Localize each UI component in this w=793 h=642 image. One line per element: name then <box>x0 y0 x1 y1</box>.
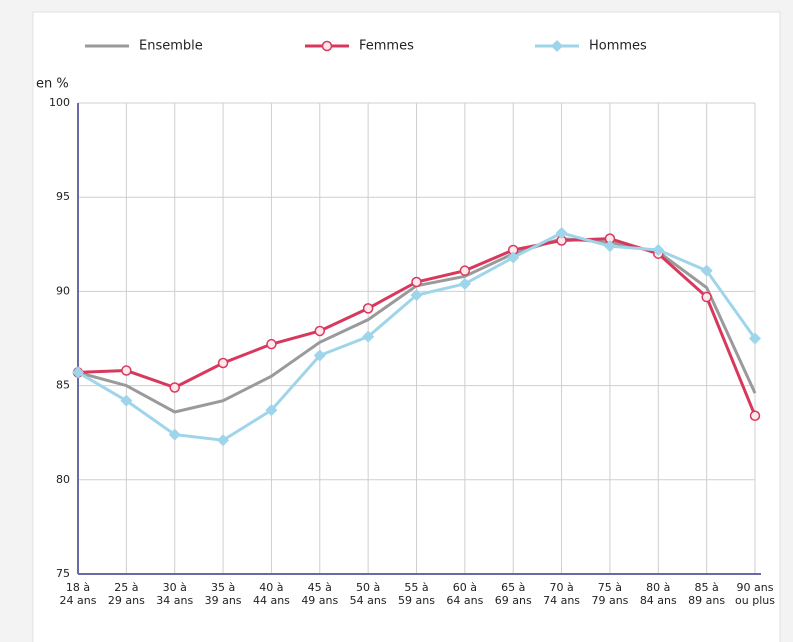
x-tick-line: ou plus <box>735 594 775 607</box>
marker <box>555 226 568 239</box>
x-tick-label: 30 à 34 ans <box>156 581 193 607</box>
x-tick-line: 70 à <box>549 581 573 594</box>
x-tick-line: 30 à <box>163 581 187 594</box>
legend-label: Hommes <box>589 39 647 54</box>
x-tick-line: 54 ans <box>350 594 387 607</box>
y-tick-label: 80 <box>56 473 70 486</box>
x-tick-line: 40 à <box>259 581 283 594</box>
x-tick-label: 18 à 24 ans <box>60 581 97 607</box>
marker <box>652 243 665 256</box>
marker <box>362 303 374 314</box>
legend-label: Femmes <box>359 39 414 54</box>
x-tick-label: 60 à 64 ans <box>446 581 483 607</box>
x-tick-label: 65 à 69 ans <box>495 581 532 607</box>
x-tick-label: 80 à 84 ans <box>640 581 677 607</box>
marker <box>314 325 326 337</box>
marker <box>169 382 180 393</box>
marker <box>749 332 761 345</box>
marker <box>168 428 181 441</box>
marker <box>700 264 713 277</box>
x-tick-line: 65 à <box>501 581 525 594</box>
x-tick-line: 69 ans <box>495 594 532 607</box>
marker <box>551 40 563 52</box>
x-tick-label: 45 à 49 ans <box>301 581 338 607</box>
y-tick-label: 100 <box>49 96 70 109</box>
marker <box>120 394 133 407</box>
x-tick-line: 44 ans <box>253 594 290 607</box>
x-tick-label: 70 à 74 ans <box>543 581 580 607</box>
x-tick-line: 64 ans <box>446 594 483 607</box>
x-tick-line: 25 à <box>114 581 138 594</box>
x-tick-label: 85 à 89 ans <box>688 581 725 607</box>
x-tick-label: 35 à 39 ans <box>205 581 242 607</box>
x-tick-line: 49 ans <box>301 594 338 607</box>
marker <box>603 240 616 253</box>
x-tick-line: 89 ans <box>688 594 725 607</box>
x-tick-line: 80 à <box>646 581 670 594</box>
marker <box>410 289 423 302</box>
x-tick-line: 45 à <box>308 581 332 594</box>
x-tick-line: 39 ans <box>205 594 242 607</box>
marker <box>321 40 333 52</box>
x-tick-line: 24 ans <box>60 594 97 607</box>
x-tick-label: 25 à 29 ans <box>108 581 145 607</box>
x-tick-line: 79 ans <box>591 594 628 607</box>
x-tick-line: 50 à <box>356 581 380 594</box>
marker <box>749 410 761 421</box>
chart-frame <box>32 11 781 642</box>
x-tick-label: 40 à 44 ans <box>253 581 290 607</box>
x-tick-line: 85 à <box>695 581 719 594</box>
marker <box>266 338 277 350</box>
x-tick-label: 75 à 79 ans <box>591 581 628 607</box>
marker <box>121 365 132 376</box>
x-tick-line: 34 ans <box>156 594 193 607</box>
x-tick-line: 90 ans <box>737 581 774 594</box>
x-tick-line: 29 ans <box>108 594 145 607</box>
y-tick-label: 75 <box>56 567 70 580</box>
marker <box>265 404 278 417</box>
x-tick-label: 55 à 59 ans <box>398 581 435 607</box>
x-tick-label: 50 à 54 ans <box>350 581 387 607</box>
marker <box>701 291 712 303</box>
marker <box>507 251 520 264</box>
x-tick-line: 75 à <box>598 581 622 594</box>
legend-label: Ensemble <box>139 39 203 54</box>
y-tick-label: 95 <box>56 190 70 203</box>
marker <box>458 277 471 290</box>
x-tick-label: 90 ans ou plus <box>735 581 775 607</box>
x-tick-line: 74 ans <box>543 594 580 607</box>
x-tick-line: 18 à <box>66 581 90 594</box>
marker <box>217 357 229 369</box>
marker <box>72 366 84 379</box>
marker <box>313 349 326 362</box>
y-axis-label: en % <box>36 77 69 92</box>
marker <box>411 276 422 288</box>
marker <box>362 330 375 343</box>
x-tick-line: 59 ans <box>398 594 435 607</box>
marker <box>459 265 471 276</box>
x-tick-line: 55 à <box>404 581 428 594</box>
x-tick-line: 60 à <box>453 581 477 594</box>
x-tick-line: 35 à <box>211 581 235 594</box>
x-tick-line: 84 ans <box>640 594 677 607</box>
y-tick-label: 85 <box>56 379 70 392</box>
y-tick-label: 90 <box>56 284 70 297</box>
marker <box>217 434 230 447</box>
